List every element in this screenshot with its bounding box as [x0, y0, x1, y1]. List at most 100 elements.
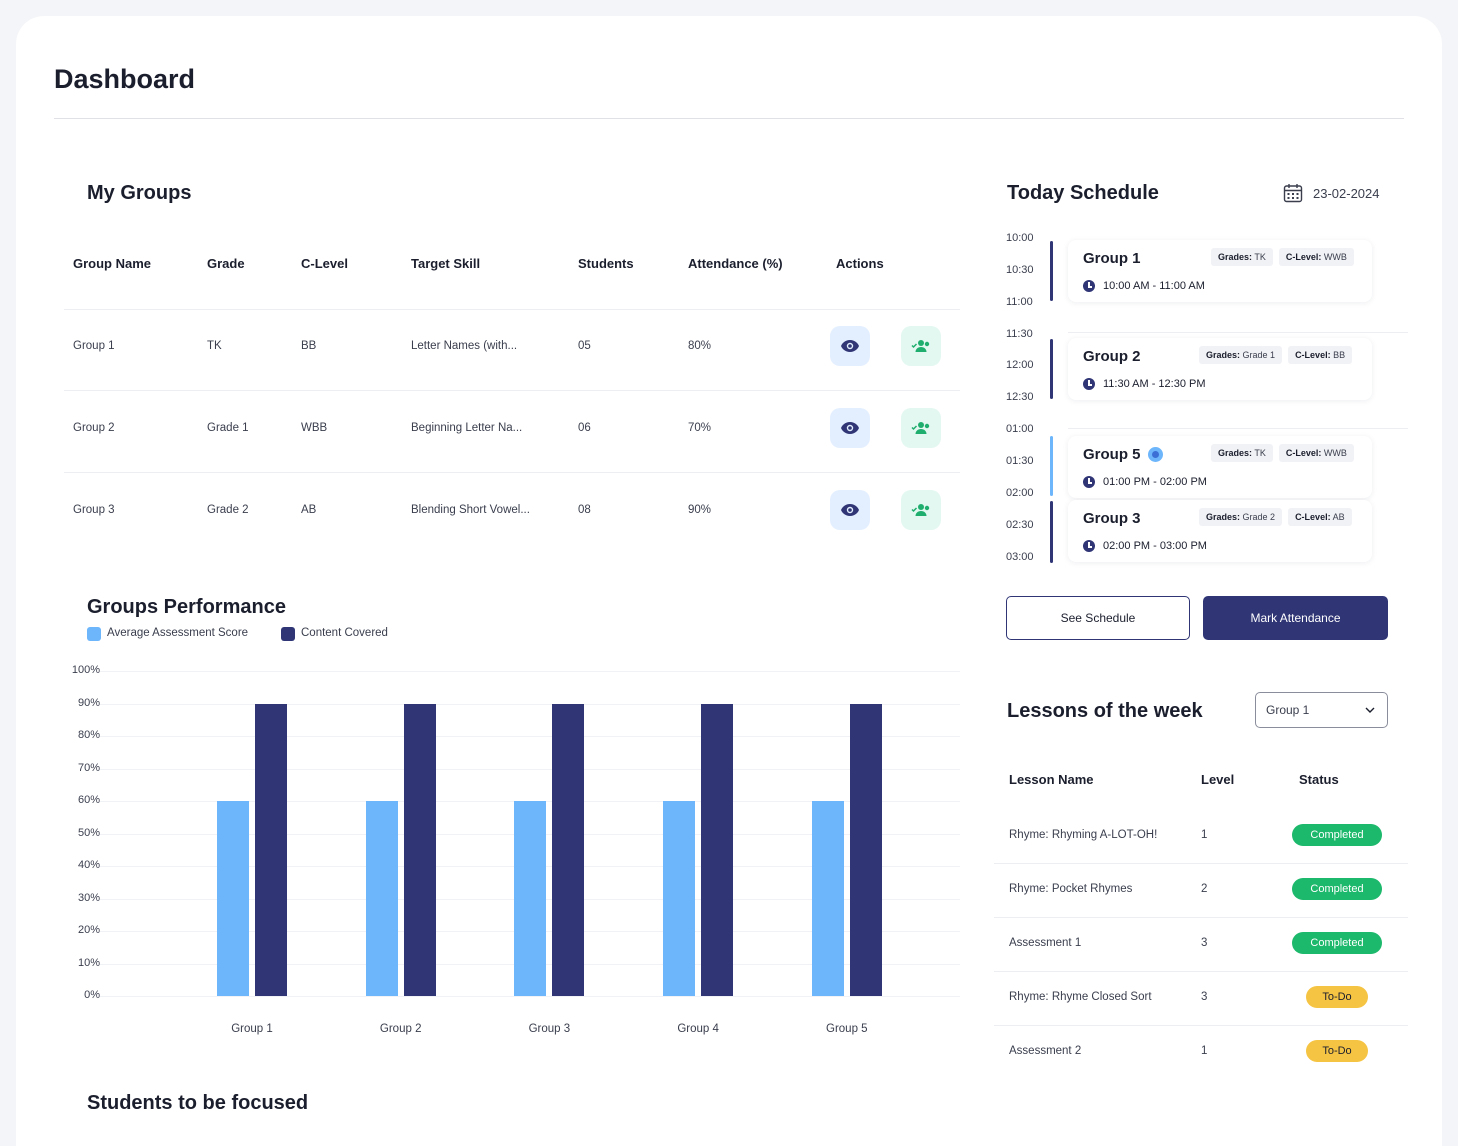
y-gridline [100, 736, 960, 737]
dashboard-frame: Dashboard My Groups Group Name Grade C-L… [16, 16, 1442, 1146]
lesson-name: Rhyme: Pocket Rhymes [1009, 883, 1133, 895]
status-badge: Completed [1292, 824, 1382, 846]
bar-assessment-5[interactable] [811, 801, 844, 996]
schedule-card-chips: Grades: TK C-Level: WWB [1211, 248, 1354, 266]
x-tick-label: Group 3 [528, 1023, 571, 1035]
lesson-level: 2 [1201, 883, 1208, 895]
time-label: 03:00 [1006, 551, 1034, 563]
bar-assessment-2[interactable] [365, 801, 398, 996]
row-divider [994, 971, 1408, 972]
time-label: 02:30 [1006, 519, 1034, 531]
users-check-icon [911, 504, 930, 516]
time-label: 10:30 [1006, 264, 1034, 276]
y-tick-label: 70% [77, 761, 100, 774]
schedule-gridline [1068, 332, 1408, 333]
clock-icon [1083, 280, 1095, 292]
bar-content-5[interactable] [849, 703, 882, 996]
col-target-skill: Target Skill [411, 256, 481, 271]
y-tick-label: 10% [77, 956, 100, 969]
row-divider [64, 390, 960, 391]
y-tick-label: 80% [77, 729, 100, 741]
y-tick-label: 30% [77, 891, 100, 904]
clevel-chip: C-Level: AB [1288, 508, 1352, 526]
schedule-date: 23-02-2024 [1313, 186, 1380, 201]
clevel-chip: C-Level: BB [1288, 346, 1353, 364]
calendar-icon[interactable] [1283, 183, 1303, 208]
cell-group-name: Group 1 [73, 340, 115, 352]
schedule-card-time: 02:00 PM - 03:00 PM [1083, 540, 1207, 552]
bar-content-3[interactable] [552, 703, 585, 996]
users-check-icon [911, 422, 930, 434]
view-group-button[interactable] [830, 326, 870, 366]
legend-label-assessment: Average Assessment Score [107, 627, 249, 639]
group-attendance-button[interactable] [901, 326, 941, 366]
col-lesson-name: Lesson Name [1009, 772, 1094, 787]
y-tick-label: 60% [77, 794, 100, 806]
grades-chip: Grades: TK [1211, 248, 1273, 266]
y-tick-label: 40% [77, 859, 100, 871]
schedule-card-group-2[interactable]: Group 2 Grades: Grade 1 C-Level: BB 11:3… [1068, 338, 1372, 400]
cell-target-skill: Blending Short Vowel... [411, 504, 530, 516]
time-label: 12:30 [1006, 391, 1034, 403]
schedule-bar [1050, 339, 1053, 399]
view-group-button[interactable] [830, 490, 870, 530]
schedule-card-group-1[interactable]: Group 1 Grades: TK C-Level: WWB 10:00 AM… [1068, 240, 1372, 302]
cell-c-level: BB [301, 340, 317, 352]
time-label: 10:00 [1006, 232, 1034, 244]
students-focus-title: Students to be focused [87, 1092, 309, 1114]
row-divider [64, 309, 960, 310]
lesson-level: 3 [1201, 991, 1208, 1003]
lessons-group-select[interactable]: Group 1 [1255, 692, 1388, 728]
lesson-name: Rhyme: Rhyming A-LOT-OH! [1009, 829, 1158, 841]
bar-assessment-3[interactable] [514, 801, 547, 996]
schedule-card-chips: Grades: Grade 1 C-Level: BB [1199, 346, 1353, 364]
cell-c-level: WBB [301, 422, 328, 434]
clevel-chip: C-Level: WWB [1278, 248, 1354, 266]
legend-swatch-assessment [87, 627, 101, 641]
schedule-card-chips: Grades: Grade 2 C-Level: AB [1199, 508, 1352, 526]
group-attendance-button[interactable] [901, 490, 941, 530]
col-grade: Grade [207, 256, 245, 271]
y-gridline [100, 996, 960, 997]
bar-assessment-1[interactable] [217, 801, 249, 996]
live-indicator-icon [1147, 447, 1163, 462]
schedule-card-group-5[interactable]: Group 5 Grades: TK C-Level: WWB 01:00 PM… [1068, 436, 1372, 498]
schedule-card-title: Group 3 [1083, 510, 1141, 527]
mark-attendance-button[interactable]: Mark Attendance [1203, 596, 1388, 640]
col-group-name: Group Name [73, 256, 152, 271]
schedule-bar [1050, 241, 1053, 301]
col-status: Status [1299, 772, 1339, 787]
view-group-button[interactable] [830, 408, 870, 448]
time-label: 11:00 [1006, 296, 1033, 308]
cell-target-skill: Letter Names (with... [411, 340, 518, 352]
schedule-card-group-3[interactable]: Group 3 Grades: Grade 2 C-Level: AB 02:0… [1068, 500, 1372, 562]
schedule-card-title: Group 5 [1083, 446, 1163, 463]
cell-students: 08 [578, 504, 591, 516]
users-check-icon [911, 340, 930, 352]
status-badge: Completed [1292, 932, 1382, 954]
legend-label-content: Content Covered [301, 627, 388, 639]
eye-icon [841, 504, 859, 516]
lessons-title: Lessons of the week [1007, 700, 1203, 722]
group-attendance-button[interactable] [901, 408, 941, 448]
cell-attendance: 80% [688, 340, 712, 352]
cell-group-name: Group 2 [73, 422, 115, 434]
lesson-level: 1 [1201, 1045, 1208, 1057]
legend-swatch-content [281, 627, 295, 641]
chevron-down-icon [1365, 707, 1375, 713]
status-badge: Completed [1292, 878, 1382, 900]
bar-content-1[interactable] [255, 703, 287, 996]
x-tick-label: Group 4 [677, 1023, 719, 1035]
bar-content-2[interactable] [403, 703, 436, 996]
bar-assessment-4[interactable] [663, 801, 696, 996]
bar-content-4[interactable] [701, 703, 734, 996]
schedule-card-time: 11:30 AM - 12:30 PM [1083, 378, 1206, 390]
grades-chip: Grades: Grade 1 [1199, 346, 1283, 364]
schedule-bar-current [1050, 436, 1053, 496]
clock-icon [1083, 476, 1095, 488]
eye-icon [841, 340, 859, 352]
grades-chip: Grades: TK [1211, 444, 1273, 462]
see-schedule-button[interactable]: See Schedule [1006, 596, 1190, 640]
time-label: 12:00 [1006, 359, 1034, 371]
lesson-name: Rhyme: Rhyme Closed Sort [1009, 991, 1152, 1003]
